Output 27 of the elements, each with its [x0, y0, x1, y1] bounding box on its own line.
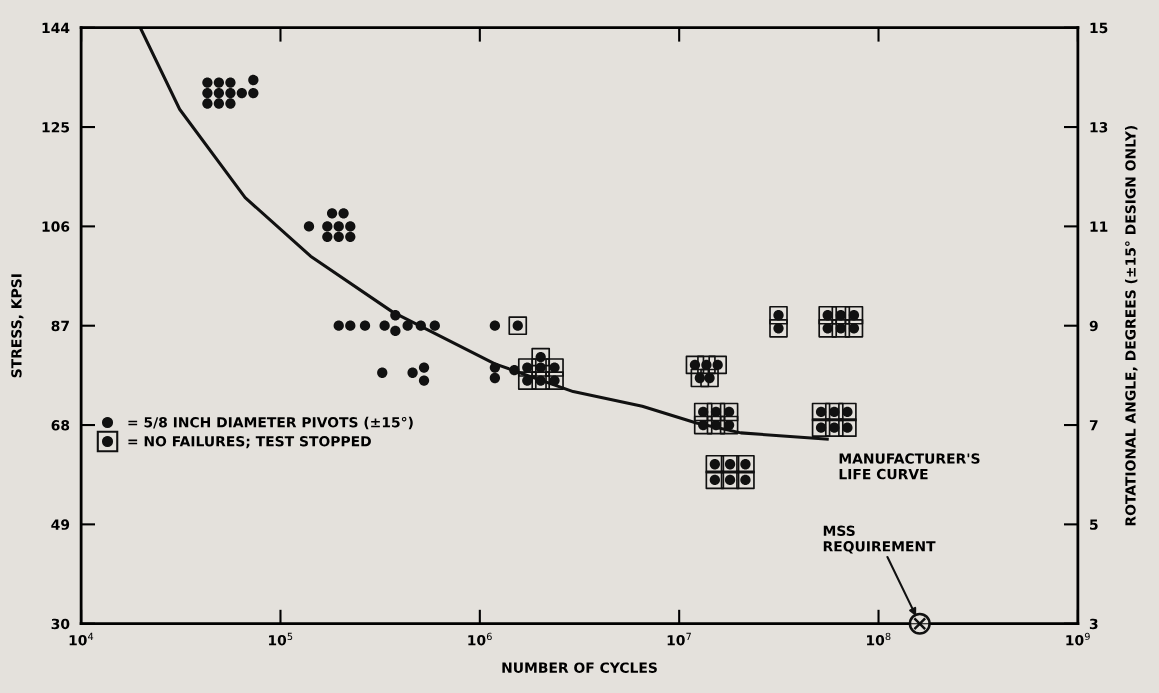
y2-tick-label: 15: [1090, 22, 1108, 34]
legend-label: = NO FAILURES; TEST STOPPED: [128, 436, 371, 449]
y2-tick-label: 3: [1089, 618, 1098, 630]
y-tick-label: 125: [42, 122, 70, 133]
y-tick-label: 144: [42, 22, 70, 33]
series-label: MANUFACTURER'S LIFE CURVE: [839, 453, 980, 480]
text: MSS REQUIREMENT: [823, 525, 936, 554]
x-axis-title: NUMBER OF CYCLES: [502, 662, 657, 673]
x-tick-label: 10$^{4}$: [69, 632, 94, 646]
y2-tick-label: 13: [1090, 122, 1108, 133]
x-tick-label: 10$^{9}$: [1066, 632, 1090, 646]
y2-tick-label: 11: [1090, 221, 1108, 232]
y-tick-label: 106: [42, 221, 70, 232]
x-tick-label: 10$^{5}$: [268, 632, 293, 646]
y2-tick-label: 7: [1089, 420, 1098, 431]
x-tick-label: 10$^{8}$: [867, 632, 891, 646]
y-tick-label: 30: [51, 618, 70, 630]
legend-label: = 5/8 INCH DIAMETER PIVOTS (±15°): [128, 416, 413, 430]
y2-axis-title: ROTATIONAL ANGLE, DEGREES (±15° DESIGN ONLY): [1124, 125, 1138, 526]
x-tick-label: 10$^{7}$: [667, 632, 691, 646]
y-axis-title: STRESS, KPSI: [11, 274, 24, 378]
y2-tick-label: 5: [1090, 519, 1098, 530]
x-tick-label: 10$^{6}$: [468, 632, 492, 646]
y2-tick-label: 9: [1089, 320, 1098, 332]
y-tick-label: 49: [51, 519, 70, 530]
y-tick-label: 68: [51, 420, 70, 431]
y-tick-label: 87: [51, 320, 69, 332]
